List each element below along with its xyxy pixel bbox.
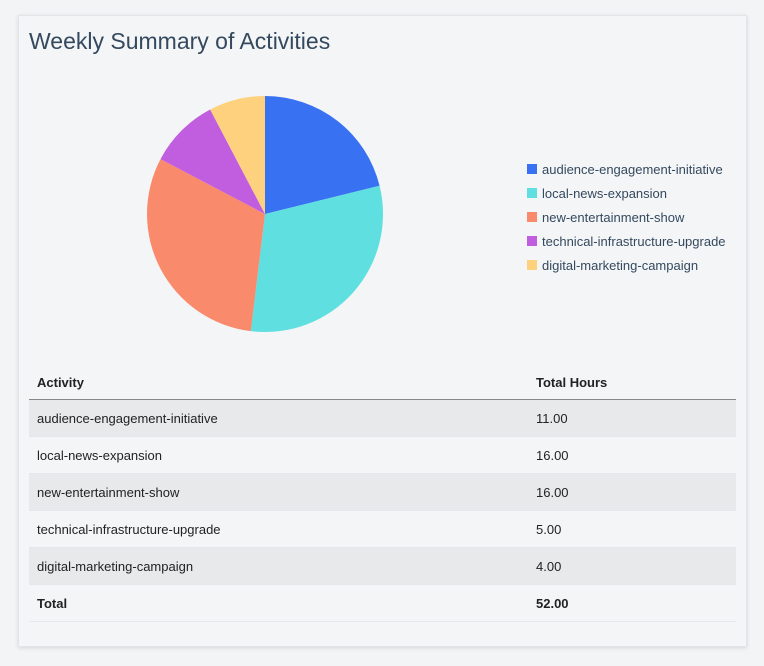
legend-swatch <box>527 212 537 222</box>
pie-slice-audience-engagement-initiative[interactable] <box>265 96 380 214</box>
legend-item[interactable]: digital-marketing-campaign <box>527 253 726 277</box>
legend-item[interactable]: local-news-expansion <box>527 181 726 205</box>
legend-label: local-news-expansion <box>542 185 668 201</box>
hours-cell: 16.00 <box>528 473 736 511</box>
activity-cell: audience-engagement-initiative <box>29 399 528 437</box>
pie-slice-digital-marketing-campaign[interactable] <box>210 96 265 214</box>
activity-cell: new-entertainment-show <box>29 473 528 511</box>
legend-swatch <box>527 188 537 198</box>
pie-slice-local-news-expansion[interactable] <box>250 185 383 333</box>
activity-table: Activity Total Hours audience-engagement… <box>29 365 736 622</box>
pie-slice-new-entertainment-show[interactable] <box>147 159 265 332</box>
hours-cell: 11.00 <box>528 399 736 437</box>
legend-label: technical-infrastructure-upgrade <box>542 233 726 249</box>
legend-label: new-entertainment-show <box>542 209 685 225</box>
header-activity: Activity <box>29 365 528 400</box>
summary-card: Weekly Summary of Activities audience-en… <box>18 15 747 647</box>
activity-cell: technical-infrastructure-upgrade <box>29 510 528 548</box>
legend-label: digital-marketing-campaign <box>542 257 699 273</box>
hours-cell: 4.00 <box>528 547 736 585</box>
legend-label: audience-engagement-initiative <box>542 161 723 177</box>
legend-swatch <box>527 236 537 246</box>
legend-swatch <box>527 260 537 270</box>
table-row: new-entertainment-show 16.00 <box>29 473 736 511</box>
total-row: Total 52.00 <box>29 584 736 622</box>
activity-cell: local-news-expansion <box>29 436 528 474</box>
table-row: digital-marketing-campaign 4.00 <box>29 547 736 585</box>
header-total-hours: Total Hours <box>528 365 736 400</box>
page-title: Weekly Summary of Activities <box>29 28 331 54</box>
table-row: technical-infrastructure-upgrade 5.00 <box>29 510 736 548</box>
legend-item[interactable]: technical-infrastructure-upgrade <box>527 229 726 253</box>
pie-slice-technical-infrastructure-upgrade[interactable] <box>160 109 265 214</box>
activity-cell: digital-marketing-campaign <box>29 547 528 585</box>
table-row: audience-engagement-initiative 11.00 <box>29 399 736 437</box>
legend-item[interactable]: audience-engagement-initiative <box>527 157 726 181</box>
legend-swatch <box>527 164 537 174</box>
total-value: 52.00 <box>528 584 736 622</box>
hours-cell: 16.00 <box>528 436 736 474</box>
chart-legend: audience-engagement-initiative local-news… <box>527 157 726 277</box>
table-row: local-news-expansion 16.00 <box>29 436 736 474</box>
total-label: Total <box>29 584 528 622</box>
pie-chart <box>147 96 383 333</box>
hours-cell: 5.00 <box>528 510 736 548</box>
table-header-row: Activity Total Hours <box>29 365 736 400</box>
legend-item[interactable]: new-entertainment-show <box>527 205 726 229</box>
